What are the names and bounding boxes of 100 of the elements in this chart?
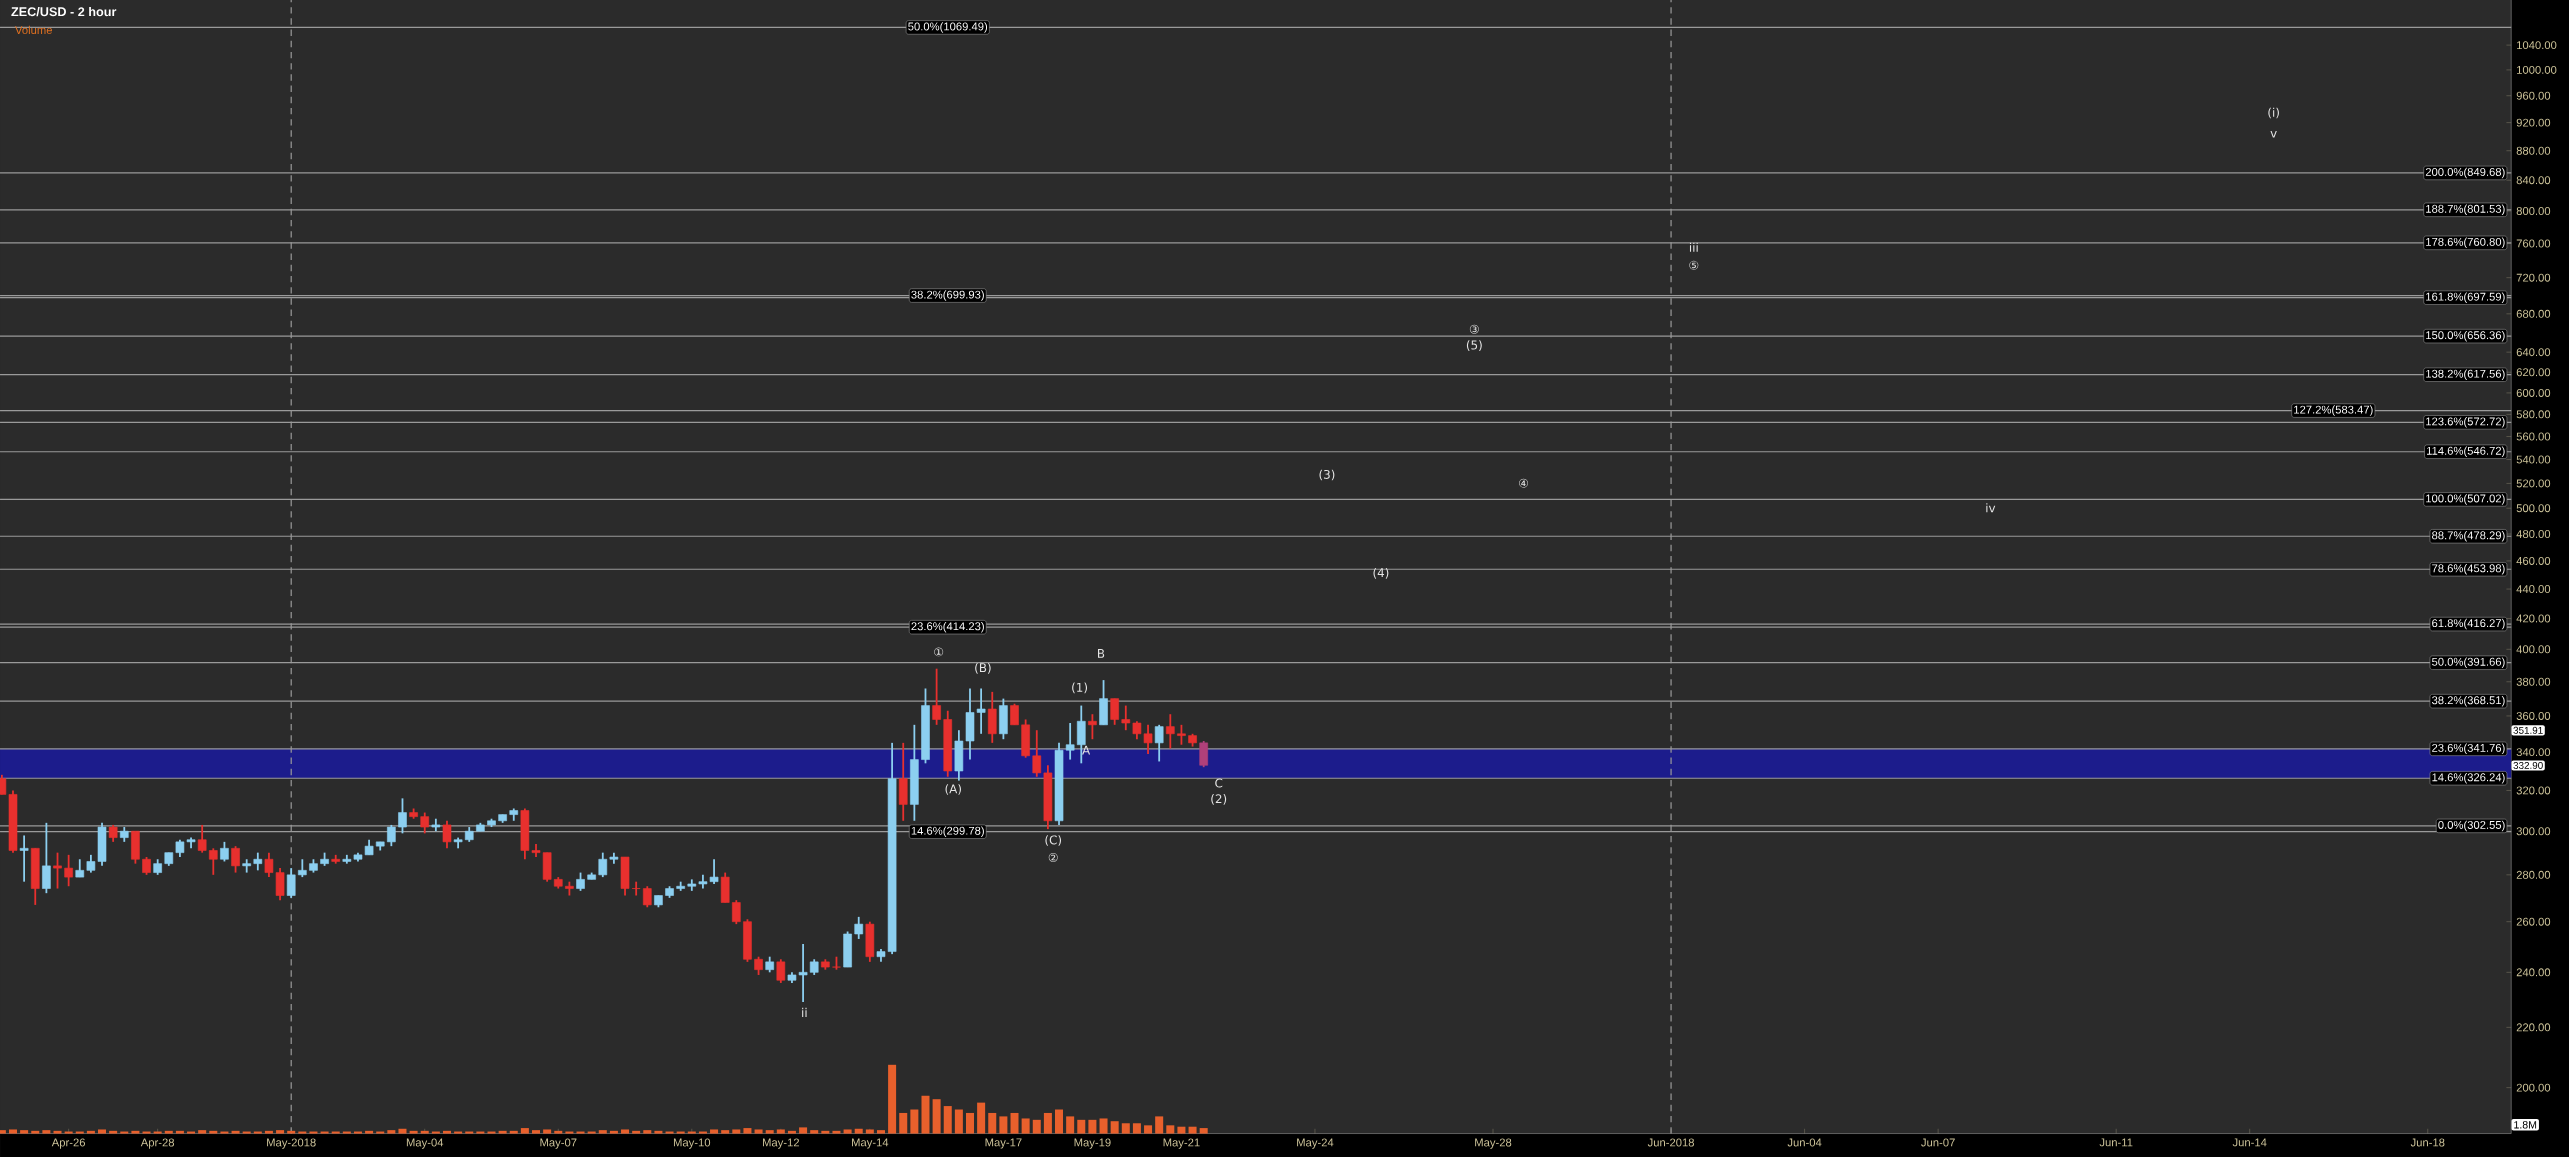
bar	[287, 1130, 296, 1134]
ref-line-label: 0.0%(302.55)	[2438, 820, 2505, 832]
annotation: (3)	[1319, 469, 1335, 481]
annotation: C	[1215, 778, 1223, 788]
bar	[164, 1130, 173, 1134]
annotation: (5)	[1466, 340, 1482, 351]
annotation: 332.90	[2513, 761, 2543, 769]
bar	[142, 1131, 151, 1134]
bar	[442, 1130, 451, 1134]
y-tick-label: 680.00	[2516, 309, 2551, 318]
bar	[787, 1130, 796, 1134]
y-tick-label: 840.00	[2516, 176, 2551, 185]
ref-line-label: 150.0%(656.36)	[2426, 330, 2505, 342]
bar	[476, 1131, 485, 1134]
bar	[988, 1112, 997, 1134]
annotation: 38.2%(699.93)	[911, 290, 984, 301]
bar	[409, 1130, 418, 1134]
bar	[376, 1131, 385, 1134]
bar	[576, 1131, 585, 1134]
annotation: 351.91	[2513, 726, 2543, 734]
bar	[754, 1129, 763, 1134]
bar	[454, 1131, 463, 1134]
bar	[821, 1130, 830, 1134]
bar	[609, 1130, 618, 1134]
bar	[198, 1130, 207, 1134]
x-tick-label: May-21	[1163, 1138, 1200, 1149]
y-tick-label: 540.00	[2516, 455, 2551, 464]
bar	[854, 1128, 863, 1134]
ref-line-label: 138.2%(617.56)	[2426, 369, 2505, 380]
y-tick-label: 380.00	[2516, 677, 2551, 686]
ref-line-label: 161.8%(697.59)	[2426, 292, 2505, 303]
annotation: (A)	[945, 784, 961, 795]
annotation: iii	[1689, 242, 1698, 252]
annotation: (2)	[1211, 794, 1227, 805]
bar	[42, 1130, 51, 1134]
bar	[654, 1130, 663, 1134]
bar	[676, 1131, 685, 1134]
candlestick	[1032, 729, 1042, 778]
y-tick-label: 280.00	[2516, 870, 2551, 879]
candlestick	[1199, 740, 1208, 769]
y-tick-label: 620.00	[2516, 368, 2551, 377]
bar	[309, 1131, 318, 1134]
ref-line-label: 88.7%(478.29)	[2432, 531, 2505, 542]
bar	[1077, 1119, 1086, 1134]
candlestick	[1166, 713, 1175, 750]
bar	[977, 1102, 986, 1134]
bar	[1188, 1126, 1197, 1134]
bar	[1155, 1116, 1164, 1134]
annotation: v	[2270, 131, 2277, 138]
y-tick-label: 800.00	[2516, 207, 2551, 215]
bar	[109, 1130, 118, 1134]
bar	[910, 1109, 919, 1134]
candlestick	[387, 824, 396, 848]
y-tick-label: 920.00	[2516, 118, 2551, 127]
bar	[665, 1131, 674, 1134]
bar	[1121, 1123, 1130, 1134]
ref-line-label: 114.6%(546.72)	[2427, 446, 2505, 457]
x-tick-label: May-19	[1074, 1138, 1111, 1149]
bar	[1177, 1126, 1186, 1134]
bar	[187, 1131, 196, 1134]
y-tick-label: 1000.00	[2517, 65, 2557, 74]
y-tick-label: 320.00	[2516, 786, 2551, 795]
bar	[932, 1099, 941, 1134]
bar	[220, 1131, 229, 1134]
y-tick-label: 1040.00	[2517, 41, 2557, 50]
y-tick-label: 640.00	[2516, 348, 2551, 357]
annotation: iv	[1986, 503, 1996, 513]
y-tick-label: 460.00	[2516, 556, 2551, 565]
x-tick-label: May-04	[406, 1138, 444, 1149]
bar	[1088, 1119, 1097, 1134]
y-tick-label: 500.00	[2516, 504, 2551, 513]
candlestick	[754, 955, 763, 976]
ref-line-label: 78.6%(453.98)	[2432, 564, 2505, 575]
bar	[253, 1131, 262, 1134]
bar	[587, 1131, 596, 1134]
bar	[1110, 1121, 1119, 1134]
candlestick	[1154, 723, 1164, 763]
bar	[353, 1131, 362, 1134]
y-tick-label: 420.00	[2516, 614, 2551, 623]
x-tick-label: May-28	[1475, 1138, 1512, 1149]
bar	[120, 1131, 129, 1134]
text: 1.8M	[2514, 1121, 2537, 1129]
bar	[698, 1131, 707, 1134]
chart-title: ZEC/USD - 2 hour	[11, 6, 117, 17]
bar	[810, 1130, 819, 1134]
y-tick-label: 360.00	[2516, 711, 2551, 720]
x-tick-label: Apr-26	[51, 1138, 86, 1149]
bar	[264, 1130, 273, 1134]
bar	[431, 1131, 440, 1134]
bar	[565, 1131, 574, 1134]
candlestick	[598, 851, 608, 879]
bar	[643, 1130, 652, 1134]
candlestick	[420, 811, 430, 835]
bar	[509, 1130, 518, 1134]
bar	[365, 1130, 374, 1134]
annotation: (4)	[1373, 568, 1389, 579]
ref-line-label: 14.6%(326.24)	[2432, 773, 2505, 784]
bar	[632, 1130, 641, 1134]
bar	[75, 1131, 84, 1134]
y-tick-label: 600.00	[2516, 388, 2551, 397]
